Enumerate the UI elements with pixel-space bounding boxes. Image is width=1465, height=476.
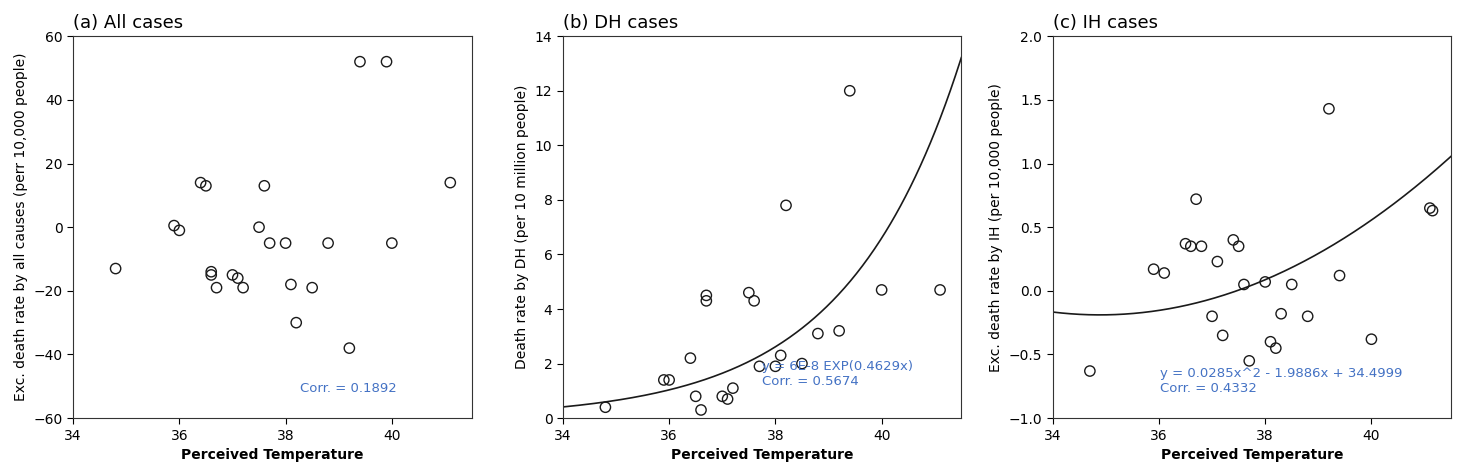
Text: (b) DH cases: (b) DH cases [563, 14, 678, 32]
Point [1418, 204, 1442, 212]
Point [1238, 357, 1261, 365]
X-axis label: Perceived Temperature: Perceived Temperature [182, 448, 363, 462]
Point [716, 395, 740, 403]
Point [721, 384, 744, 392]
Point [231, 284, 255, 291]
Point [870, 286, 894, 294]
Point [1141, 266, 1165, 273]
Text: (c) IH cases: (c) IH cases [1053, 14, 1157, 32]
Point [199, 271, 223, 279]
Point [694, 297, 718, 305]
Point [316, 239, 340, 247]
Point [104, 265, 127, 272]
Point [163, 222, 186, 229]
Point [694, 292, 718, 299]
Point [743, 297, 766, 305]
Point [349, 58, 372, 66]
Point [1327, 272, 1351, 279]
Point [438, 179, 461, 187]
Point [280, 281, 303, 288]
Point [790, 360, 813, 367]
Point [284, 319, 308, 327]
Point [769, 352, 793, 359]
Point [763, 363, 787, 370]
Point [1184, 195, 1207, 203]
Point [375, 58, 398, 66]
Text: (a) All cases: (a) All cases [73, 14, 183, 32]
Point [258, 239, 281, 247]
Point [1360, 336, 1383, 343]
Point [1212, 332, 1235, 339]
Point [1173, 240, 1197, 248]
Point [593, 404, 617, 411]
Point [1297, 312, 1320, 320]
Point [300, 284, 324, 291]
Point [1264, 344, 1288, 352]
Point [199, 268, 223, 276]
Point [1232, 281, 1256, 288]
Point [1200, 312, 1223, 320]
Point [711, 393, 734, 400]
Point [838, 87, 861, 95]
Point [828, 327, 851, 335]
Point [1222, 236, 1245, 244]
Point [248, 223, 271, 231]
Text: y = 6E-8 EXP(0.4629x)
Corr. = 0.5674: y = 6E-8 EXP(0.4629x) Corr. = 0.5674 [762, 359, 913, 387]
Y-axis label: Exc. death rate by all causes (perr 10,000 people): Exc. death rate by all causes (perr 10,0… [13, 53, 28, 401]
Point [252, 182, 275, 189]
Point [1153, 269, 1176, 277]
Point [195, 182, 218, 189]
Point [747, 363, 771, 370]
Point [189, 179, 212, 187]
Point [1190, 242, 1213, 250]
Point [379, 239, 403, 247]
Point [1269, 310, 1292, 317]
Point [1254, 278, 1277, 286]
Point [1226, 242, 1250, 250]
Point [1078, 367, 1102, 375]
Point [775, 201, 798, 209]
Point [737, 289, 760, 297]
X-axis label: Perceived Temperature: Perceived Temperature [1160, 448, 1343, 462]
Point [658, 376, 681, 384]
Point [652, 376, 675, 384]
Point [1421, 207, 1444, 215]
Point [684, 393, 708, 400]
Point [337, 344, 360, 352]
Point [205, 284, 229, 291]
Point [226, 274, 249, 282]
Point [1258, 338, 1282, 346]
X-axis label: Perceived Temperature: Perceived Temperature [671, 448, 853, 462]
Point [690, 406, 713, 414]
Point [167, 227, 190, 234]
Point [274, 239, 297, 247]
Y-axis label: Death rate by DH (per 10 million people): Death rate by DH (per 10 million people) [516, 85, 529, 369]
Point [1206, 258, 1229, 265]
Point [1179, 242, 1203, 250]
Point [221, 271, 245, 279]
Y-axis label: Exc. death rate by IH (per 10,000 people): Exc. death rate by IH (per 10,000 people… [989, 83, 1004, 372]
Text: y = 0.0285x^2 - 1.9886x + 34.4999
Corr. = 0.4332: y = 0.0285x^2 - 1.9886x + 34.4999 Corr. … [1160, 367, 1402, 395]
Point [929, 286, 952, 294]
Point [1317, 105, 1340, 113]
Point [806, 330, 829, 337]
Point [678, 354, 702, 362]
Text: Corr. = 0.1892: Corr. = 0.1892 [300, 382, 397, 395]
Point [1280, 281, 1304, 288]
